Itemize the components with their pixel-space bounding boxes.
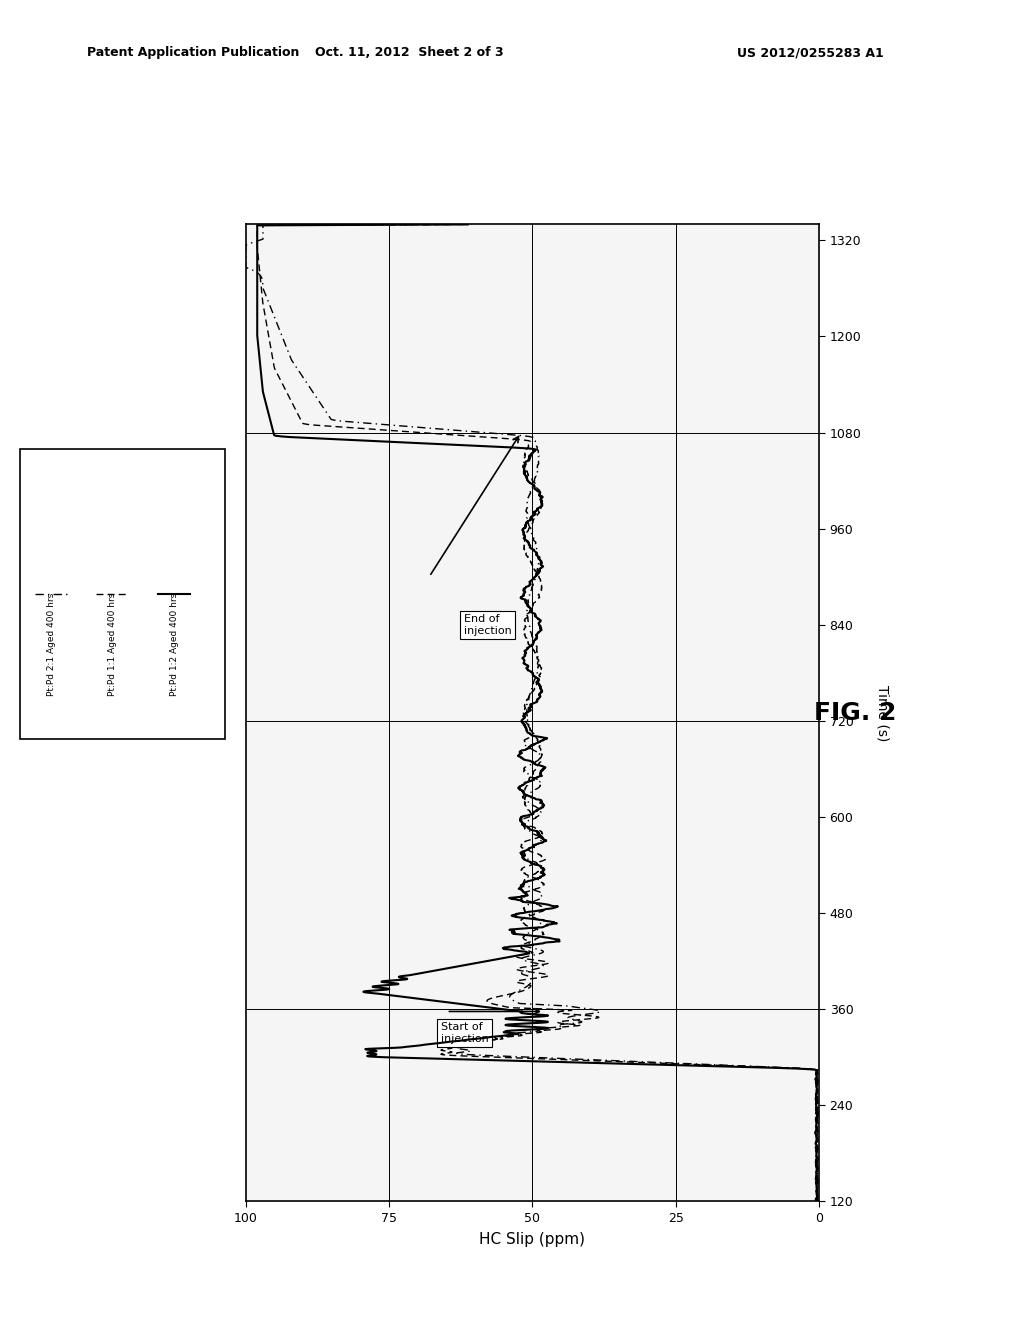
Text: FIG. 2: FIG. 2: [814, 701, 896, 725]
Text: Start of
injection: Start of injection: [440, 1022, 488, 1044]
Text: US 2012/0255283 A1: US 2012/0255283 A1: [737, 46, 884, 59]
Text: Pt:Pd 2:1 Aged 400 hrs: Pt:Pd 2:1 Aged 400 hrs: [47, 593, 55, 696]
Text: End of
injection: End of injection: [464, 614, 511, 635]
Text: Pt:Pd 1:2 Aged 400 hrs: Pt:Pd 1:2 Aged 400 hrs: [170, 593, 178, 696]
X-axis label: HC Slip (ppm): HC Slip (ppm): [479, 1232, 586, 1246]
Text: Patent Application Publication: Patent Application Publication: [87, 46, 299, 59]
Text: Pt:Pd 1:1 Aged 400 hrs: Pt:Pd 1:1 Aged 400 hrs: [109, 593, 117, 696]
Text: Oct. 11, 2012  Sheet 2 of 3: Oct. 11, 2012 Sheet 2 of 3: [315, 46, 504, 59]
Y-axis label: Time (s): Time (s): [876, 685, 889, 741]
